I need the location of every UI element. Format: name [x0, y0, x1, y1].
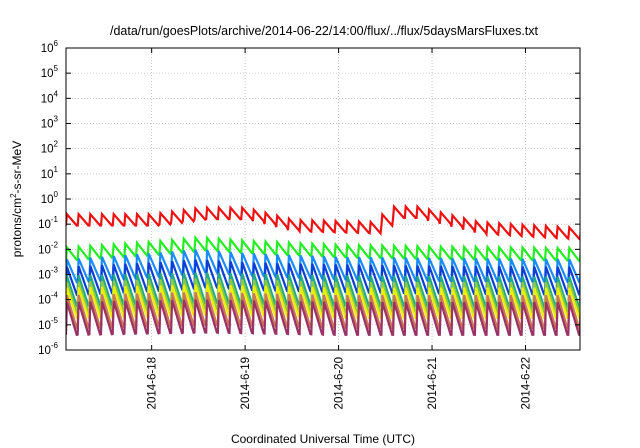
series-line-1 — [66, 203, 580, 241]
y-tick-label: 101 — [41, 165, 59, 181]
y-tick-label: 10-4 — [38, 291, 58, 307]
y-tick-label: 104 — [41, 89, 59, 105]
x-tick-label: 2014-6-22 — [520, 357, 532, 409]
x-tick-label: 2014-6-20 — [334, 357, 346, 409]
series-layer — [66, 203, 580, 337]
x-axis-label: Coordinated Universal Time (UTC) — [231, 432, 415, 446]
series-line-9 — [66, 299, 580, 337]
x-tick-label: 2014-6-18 — [147, 357, 159, 409]
y-tick-label: 10-2 — [38, 240, 58, 256]
y-tick-label: 100 — [41, 190, 59, 206]
x-axis: 2014-6-18 2014-6-19 2014-6-20 2014-6-21 2014… — [147, 48, 532, 409]
y-tick-label: 10-5 — [38, 316, 58, 332]
y-tick-label: 10-6 — [38, 341, 58, 357]
y-tick-label: 105 — [41, 64, 59, 80]
y-axis: 10-6 10-5 10-4 10-3 10-2 10-1 100 101 102 103 104 1… — [38, 39, 580, 357]
y-tick-label: 106 — [41, 39, 59, 55]
series-line-2 — [66, 234, 580, 263]
grid — [66, 48, 580, 350]
x-tick-label: 2014-6-19 — [240, 357, 252, 409]
chart-title: /data/run/goesPlots/archive/2014-06-22/1… — [110, 24, 539, 38]
y-tick-label: 102 — [41, 140, 59, 156]
y-tick-label: 10-3 — [38, 266, 58, 282]
y-tick-label: 10-1 — [38, 215, 58, 231]
y-tick-label: 103 — [41, 115, 59, 131]
y-axis-label: protons/cm2-s-sr-MeV — [9, 141, 24, 257]
x-tick-label: 2014-6-21 — [427, 357, 439, 409]
